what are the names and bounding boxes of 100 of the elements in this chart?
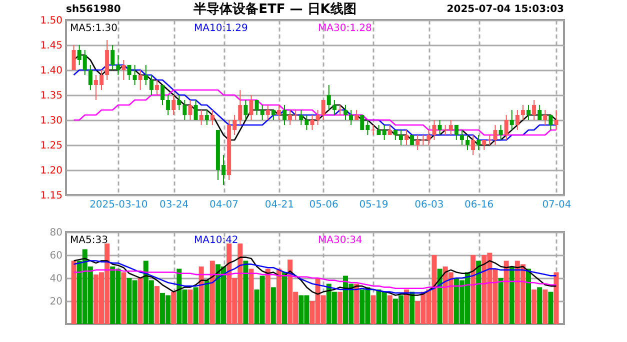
candlestick — [532, 100, 536, 120]
candlestick — [299, 110, 304, 126]
bar — [498, 278, 504, 324]
x-tick-label: 06-03 — [414, 200, 444, 210]
series-label: MA10:42 — [194, 235, 238, 246]
candlestick — [393, 130, 398, 140]
bar — [138, 278, 143, 324]
x-tick-label: 06-16 — [464, 200, 494, 210]
candlestick — [244, 100, 248, 120]
text: MA30:1.28 — [318, 23, 372, 34]
x-tick-label: 03-24 — [160, 200, 189, 210]
candlestick — [194, 100, 198, 120]
candlestick — [172, 94, 176, 116]
candlestick — [282, 104, 286, 126]
bar — [193, 287, 198, 324]
candlestick — [471, 134, 476, 156]
bar — [354, 284, 360, 324]
candlestick — [276, 104, 281, 120]
candlestick — [149, 74, 154, 96]
bar — [542, 290, 548, 324]
candlestick — [188, 100, 192, 120]
candlestick — [88, 64, 92, 90]
bar — [282, 272, 287, 324]
candlestick — [454, 124, 458, 140]
candlestick — [166, 94, 170, 116]
bar — [198, 266, 204, 324]
x-tick-label: 04-07 — [209, 200, 239, 210]
candlestick — [526, 104, 530, 120]
x-tick-label: 05-06 — [309, 200, 338, 210]
bar — [204, 280, 210, 324]
y-tick-label: 80 — [50, 228, 62, 238]
x-tick-label: 04-21 — [264, 200, 294, 210]
bar — [121, 272, 126, 324]
candlestick — [338, 104, 342, 116]
bar — [387, 295, 392, 324]
y-tick-label: 1.35 — [40, 90, 62, 102]
candlestick — [204, 110, 209, 126]
candlestick — [210, 110, 214, 126]
bar — [548, 292, 554, 324]
candlestick — [271, 110, 276, 120]
x-tick-label: 2025-03-10 — [90, 200, 148, 210]
y-tick-label: 1.30 — [40, 116, 62, 126]
bar — [171, 292, 176, 324]
candlestick — [515, 110, 520, 130]
text: sh561980 — [66, 4, 121, 15]
candlestick — [548, 114, 553, 130]
bar — [270, 287, 276, 324]
candlestick — [122, 60, 126, 80]
candlestick — [254, 100, 259, 116]
candlestick — [72, 44, 76, 70]
bar — [154, 286, 160, 324]
candlestick — [543, 110, 548, 126]
bar — [370, 295, 376, 324]
candlestick — [160, 84, 164, 106]
text: MA5:1.30 — [70, 23, 118, 34]
bar — [554, 272, 559, 324]
candlestick — [432, 120, 436, 140]
bar — [337, 292, 342, 324]
bar — [265, 268, 270, 324]
candlestick — [538, 104, 542, 120]
bar — [210, 260, 215, 324]
bar — [476, 260, 482, 324]
candlestick — [116, 54, 120, 76]
y-tick-label: 20 — [50, 296, 62, 308]
candlestick — [504, 114, 508, 140]
text: 2025-07-04 15:03:03 — [446, 4, 564, 15]
candlestick — [460, 130, 464, 146]
candlestick — [110, 44, 115, 70]
bar — [404, 290, 409, 324]
y-tick-label: 1.40 — [40, 66, 62, 76]
bar — [526, 268, 531, 324]
candlestick — [554, 110, 558, 130]
candlestick — [404, 130, 408, 146]
line-series — [73, 269, 557, 289]
bar — [276, 268, 282, 324]
candlestick — [498, 124, 503, 140]
candlestick — [260, 104, 264, 120]
candlestick — [199, 110, 204, 126]
bar — [71, 260, 76, 324]
candlestick — [344, 104, 348, 120]
candlestick — [310, 114, 314, 130]
bar — [188, 290, 193, 324]
candlestick — [177, 94, 182, 110]
candlestick — [266, 104, 270, 120]
candlestick — [438, 120, 442, 136]
bar — [537, 287, 542, 324]
candlestick — [132, 64, 137, 86]
candlestick — [476, 134, 481, 150]
bar — [532, 290, 537, 324]
text: MA30:34 — [318, 235, 362, 246]
candlestick — [144, 64, 148, 86]
candlestick — [520, 104, 525, 120]
y-tick-label: 40 — [50, 274, 62, 284]
y-tick-label: 60 — [50, 250, 62, 262]
candlestick — [371, 124, 376, 136]
text: MA10:1.29 — [194, 23, 248, 34]
candlestick — [510, 110, 514, 130]
candlestick — [466, 134, 470, 150]
y-tick-label: 1.45 — [40, 40, 62, 52]
bar — [410, 292, 415, 324]
